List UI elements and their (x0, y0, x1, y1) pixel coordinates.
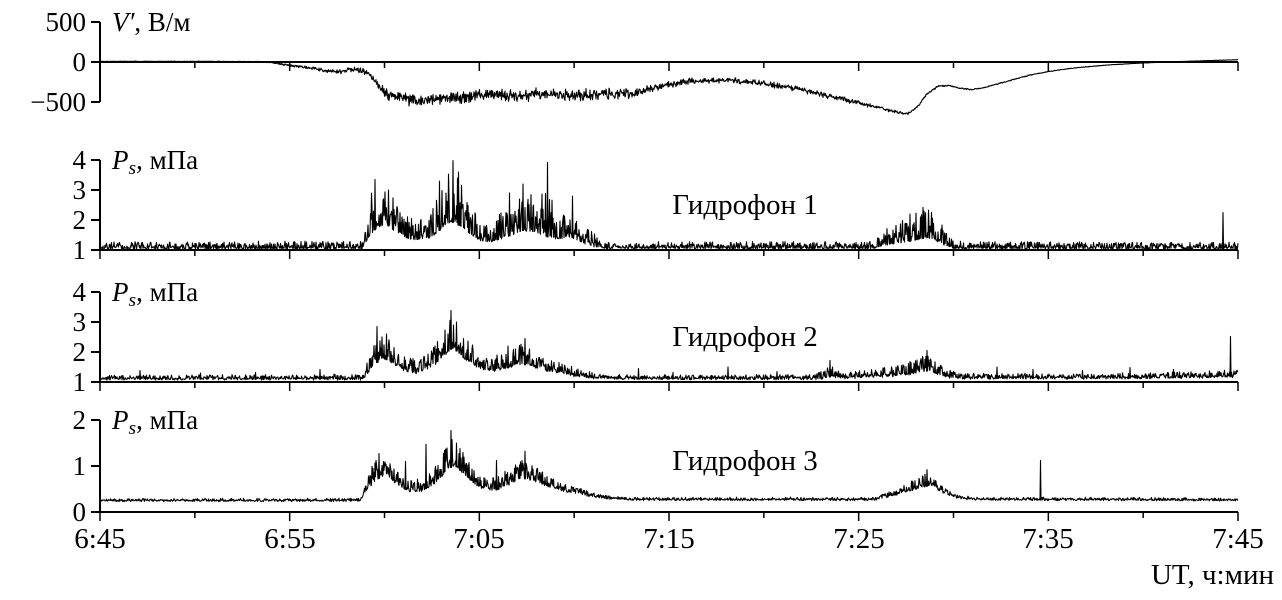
panel-hydrophone-2-ylabel: Ps, мПа (111, 277, 198, 311)
hydrophone-2-label: Гидрофон 2 (672, 321, 818, 353)
panel-hydrophone-1-ylabel: Ps, мПа (111, 145, 198, 179)
x-tick-label: 7:15 (643, 523, 695, 555)
hydrophone-3-label: Гидрофон 3 (672, 445, 818, 477)
x-tick-label: 7:05 (453, 523, 505, 555)
y-tick-label: 4 (73, 277, 87, 307)
y-tick-label: 2 (73, 337, 87, 367)
series-em-field (99, 59, 1239, 116)
panel-em-field-ylabel: V′, В/м (112, 7, 191, 37)
y-tick-label: 3 (73, 175, 87, 205)
x-axis-title: UT, ч:мин (1151, 559, 1274, 591)
y-tick-label: 3 (73, 307, 87, 337)
panel-hydrophone-3-ylabel: Ps, мПа (111, 405, 198, 439)
series-hydrophone-2 (99, 310, 1239, 381)
y-tick-label: 1 (73, 367, 87, 397)
x-tick-label: 7:45 (1212, 523, 1264, 555)
y-tick-label: 4 (73, 145, 87, 175)
y-tick-label: 0 (73, 497, 87, 527)
y-tick-label: −500 (30, 87, 86, 117)
y-tick-label: 1 (73, 451, 87, 481)
panel-hydrophone-3: 2 1 0 Ps, мПа (73, 405, 1239, 527)
x-tick-label: 6:45 (74, 523, 126, 555)
y-tick-label: 1 (73, 235, 87, 265)
x-tick-label: 7:25 (833, 523, 885, 555)
y-tick-label: 2 (73, 205, 87, 235)
y-tick-label: 500 (46, 7, 87, 37)
x-tick-label: 6:55 (264, 523, 316, 555)
hydrophone-1-label: Гидрофон 1 (672, 189, 818, 221)
panel-em-field: 500 0 −500 V′, В/м (30, 7, 1239, 117)
series-hydrophone-1 (99, 160, 1239, 250)
x-axis-tick-labels: 6:45 6:55 7:05 7:15 7:25 7:35 7:45 (74, 523, 1264, 555)
x-tick-label: 7:35 (1022, 523, 1074, 555)
y-tick-label: 2 (73, 405, 87, 435)
series-hydrophone-3 (99, 430, 1239, 503)
y-tick-label: 0 (73, 47, 87, 77)
